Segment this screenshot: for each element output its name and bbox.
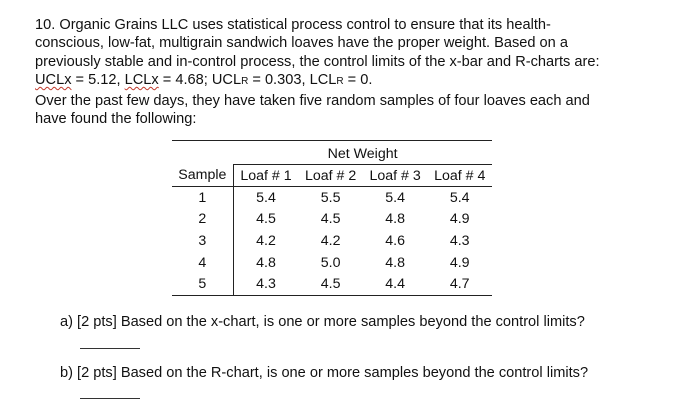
problem-line-3: previously stable and in-control process… (35, 53, 600, 70)
problem-statement: 10. Organic Grains LLC uses statistical … (35, 16, 675, 128)
uclx-value: = 5.12, (71, 72, 125, 89)
problem-line-5: Over the past few days, they have taken … (35, 92, 590, 109)
column-header-loaf-3: Loaf # 3 (362, 164, 428, 187)
sample-number: 4 (172, 251, 234, 274)
table-cell: 4.2 (256, 232, 276, 249)
lclx-value: = 4.68; UCL (158, 72, 242, 89)
column-header-loaf-4: Loaf # 4 (427, 164, 492, 187)
table-cell: 4.5 (298, 273, 363, 296)
problem-line-6: have found the following: (35, 111, 197, 128)
question-a: a) [2 pts] Based on the x-chart, is one … (60, 314, 585, 330)
sample-number: 2 (172, 208, 234, 231)
net-weight-header: Net Weight (233, 144, 492, 165)
table-cell: 4.3 (233, 273, 299, 296)
table-cell: 4.2 (320, 232, 341, 249)
table-cell: 4.8 (256, 254, 276, 271)
column-header-loaf-2: Loaf # 2 (298, 164, 363, 187)
sample-number: 1 (172, 186, 234, 209)
answer-blank-b[interactable] (80, 398, 140, 399)
table-row: 2 4.5 4.5 4.8 4.9 (172, 208, 492, 231)
lclr-subscript: R (336, 76, 344, 88)
table-cell: 4.7 (427, 273, 492, 296)
table-cell: 4.6 (385, 232, 405, 249)
table-row: 3 4.2 4.2 4.6 4.3 (172, 230, 492, 252)
table-cell: 4.5 (320, 211, 341, 228)
problem-line-1: 10. Organic Grains LLC uses statistical … (35, 17, 551, 33)
table-cell: 5.4 (385, 189, 405, 206)
table-row: 5 4.3 4.5 4.4 4.7 (172, 273, 492, 296)
uclx-label: UCLx (35, 72, 72, 89)
table-cell: 4.8 (385, 211, 405, 228)
problem-line-2: conscious, low-fat, multigrain sandwich … (35, 35, 568, 52)
lclr-value: = 0. (343, 72, 373, 89)
lclx-label: LCLx (124, 72, 159, 89)
table-cell: 4.4 (362, 273, 428, 296)
column-header-loaf-1: Loaf # 1 (233, 164, 299, 187)
table-cell: 5.5 (320, 189, 341, 206)
uclr-value: = 0.303, LCL (248, 72, 337, 89)
net-weight-table: Net Weight Sample Loaf # 1 Loaf # 2 Loaf… (172, 140, 492, 296)
table-cell: 5.4 (256, 189, 276, 206)
uclr-subscript: R (241, 76, 249, 88)
table-cell: 4.9 (449, 254, 470, 271)
column-header-sample: Sample (172, 164, 234, 187)
sample-number: 5 (172, 273, 234, 296)
table-cell: 4.8 (385, 254, 405, 271)
table-cell: 4.3 (449, 232, 470, 249)
table-row: 4 4.8 5.0 4.8 4.9 (172, 251, 492, 274)
table-cell: 4.9 (449, 211, 470, 228)
table-cell: 5.0 (320, 254, 341, 271)
table-row: 1 5.4 5.5 5.4 5.4 (172, 186, 492, 209)
control-limits-line: UCLx = 5.12, LCLx = 4.68; UCLR = 0.303, … (35, 71, 675, 91)
table-cell: 5.4 (449, 189, 470, 206)
table-cell: 4.5 (256, 211, 276, 228)
answer-blank-a[interactable] (80, 348, 140, 349)
sample-number: 3 (172, 230, 234, 252)
question-b: b) [2 pts] Based on the R-chart, is one … (60, 365, 589, 381)
